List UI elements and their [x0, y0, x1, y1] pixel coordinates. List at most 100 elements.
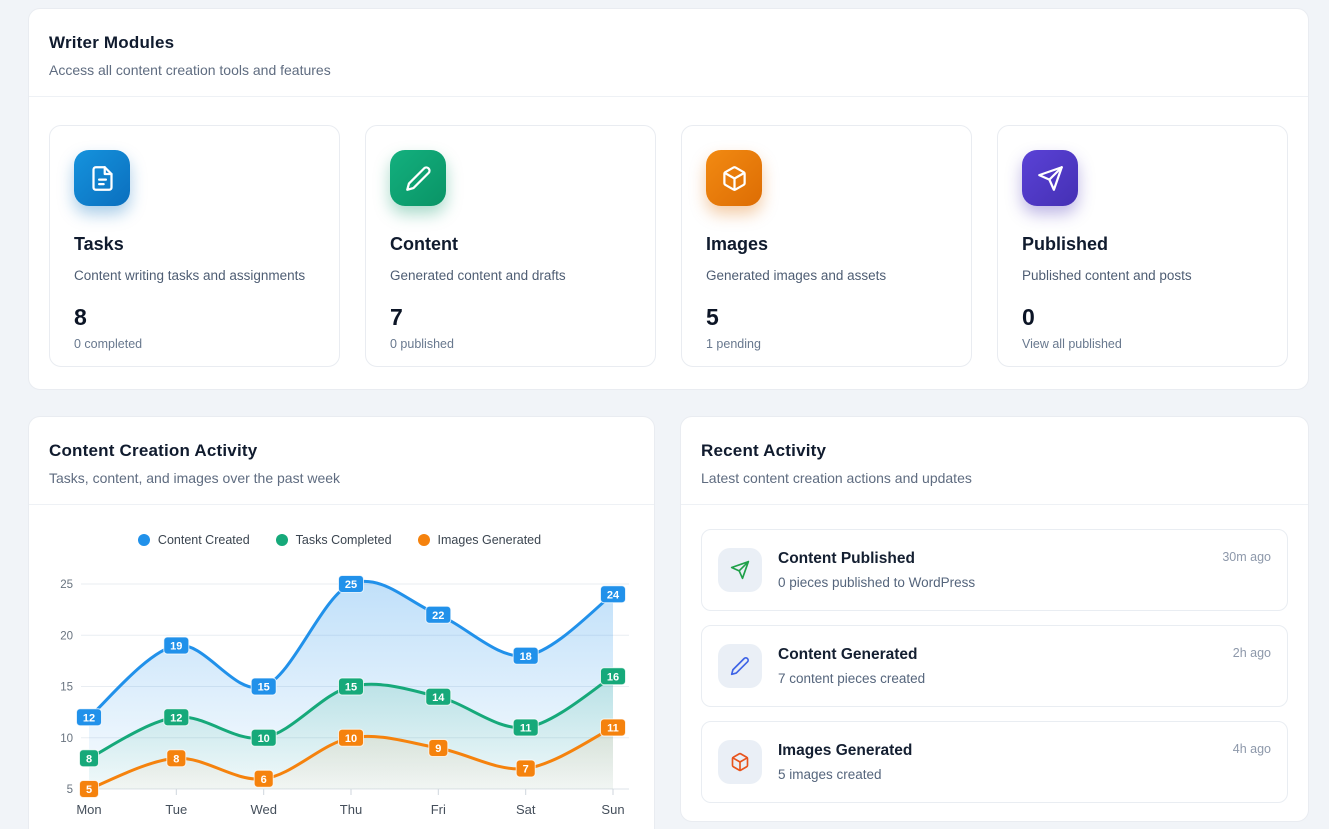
module-count: 0 [1022, 304, 1035, 330]
svg-text:6: 6 [261, 774, 267, 786]
legend-item[interactable]: Images Generated [417, 533, 542, 547]
module-caption: 1 pending [706, 337, 761, 351]
module-card-published[interactable]: Published Published content and posts 0 … [997, 125, 1288, 367]
point-label: 12 [163, 708, 190, 727]
x-tick-label: Sat [516, 802, 536, 817]
module-title: Images [706, 234, 769, 254]
svg-text:8: 8 [86, 753, 92, 765]
activity-item[interactable]: Content Generated 7 content pieces creat… [701, 625, 1288, 707]
writer-modules-header: Writer Modules Access all content creati… [29, 9, 1308, 96]
legend-label: Tasks Completed [295, 533, 392, 547]
module-title: Published [1022, 234, 1109, 254]
point-label: 7 [515, 759, 536, 778]
svg-text:7: 7 [523, 764, 529, 776]
legend-dot [137, 534, 150, 546]
module-count: 8 [74, 304, 87, 330]
legend-label: Images Generated [437, 533, 542, 547]
point-label: 15 [338, 677, 364, 696]
cube-icon [706, 150, 762, 206]
x-tick-label: Wed [250, 802, 277, 817]
activity-timestamp: 4h ago [1232, 742, 1271, 756]
svg-text:22: 22 [432, 610, 444, 622]
svg-text:24: 24 [607, 589, 620, 601]
chart-header: Content Creation Activity Tasks, content… [29, 417, 654, 504]
y-tick-label: 20 [60, 630, 73, 642]
point-label: 5 [79, 780, 99, 798]
svg-text:11: 11 [520, 723, 532, 735]
point-label: 18 [512, 646, 539, 665]
pencil-icon [390, 150, 446, 206]
activity-timestamp: 2h ago [1232, 646, 1271, 660]
activity-description: 0 pieces published to WordPress [778, 575, 976, 590]
module-caption: 0 completed [74, 337, 143, 351]
cube-icon [718, 740, 762, 784]
module-caption: 0 published [390, 337, 454, 351]
y-tick-label: 25 [60, 579, 73, 591]
module-card-images[interactable]: Images Generated images and assets 5 1 p… [681, 125, 972, 367]
legend-item[interactable]: Content Created [137, 533, 250, 547]
bottom-row: Content Creation Activity Tasks, content… [28, 416, 1309, 829]
svg-text:11: 11 [607, 723, 619, 735]
legend-item[interactable]: Tasks Completed [275, 533, 392, 547]
point-label: 8 [79, 749, 99, 768]
activity-title: Images Generated [778, 742, 913, 759]
activity-title: Content Generated [778, 646, 918, 663]
legend-dot [275, 534, 288, 546]
x-tick-label: Sun [601, 802, 624, 817]
svg-text:15: 15 [258, 682, 270, 694]
recent-activity-panel: Recent Activity Latest content creation … [680, 416, 1309, 822]
module-count: 7 [390, 304, 403, 330]
point-label: 22 [425, 605, 452, 624]
activity-line-chart: 5 10 15 20 25 Mon Tue Wed Thu Fri Sat Sun 12 19 15 25 22… [37, 551, 642, 829]
module-title: Content [390, 234, 458, 254]
point-label: 19 [163, 636, 190, 655]
svg-text:12: 12 [83, 712, 95, 724]
module-card-tasks[interactable]: Tasks Content writing tasks and assignme… [49, 125, 340, 367]
send-icon [718, 548, 762, 592]
point-label: 8 [166, 749, 187, 768]
y-tick-label: 15 [60, 682, 73, 694]
activity-title: Content Published [778, 550, 915, 567]
module-description: Content writing tasks and assignments [74, 268, 306, 283]
svg-text:5: 5 [86, 784, 92, 796]
recent-activity-subtitle: Latest content creation actions and upda… [701, 470, 972, 486]
svg-text:8: 8 [173, 753, 179, 765]
svg-text:18: 18 [520, 651, 532, 663]
legend-label: Content Created [157, 533, 250, 547]
svg-text:10: 10 [345, 733, 357, 745]
header-divider [29, 96, 1308, 97]
svg-text:19: 19 [170, 641, 182, 653]
point-label: 11 [600, 718, 626, 737]
send-icon [1022, 150, 1078, 206]
writer-modules-panel: Writer Modules Access all content creati… [28, 8, 1309, 390]
svg-text:14: 14 [432, 692, 445, 704]
x-tick-label: Thu [340, 802, 362, 817]
module-card-content[interactable]: Content Generated content and drafts 7 0… [365, 125, 656, 367]
point-label: 6 [253, 769, 274, 788]
x-tick-label: Mon [76, 802, 101, 817]
activity-item[interactable]: Content Published 0 pieces published to … [701, 529, 1288, 611]
header-divider [29, 504, 654, 505]
point-label: 24 [600, 585, 626, 604]
activity-description: 5 images created [778, 767, 882, 782]
module-caption: View all published [1022, 337, 1122, 351]
module-count: 5 [706, 304, 719, 330]
writer-modules-subtitle: Access all content creation tools and fe… [49, 62, 331, 78]
file-text-icon [74, 150, 130, 206]
legend-dot [417, 534, 430, 546]
module-description: Generated content and drafts [390, 268, 566, 283]
writer-modules-title: Writer Modules [49, 33, 175, 52]
point-label: 10 [250, 728, 277, 747]
chart-legend: Content Created Tasks Completed Images G… [37, 533, 642, 547]
svg-text:15: 15 [345, 682, 357, 694]
point-label: 16 [600, 667, 626, 686]
y-tick-label: 5 [67, 784, 73, 796]
svg-text:25: 25 [345, 579, 357, 591]
svg-text:9: 9 [435, 743, 441, 755]
activity-description: 7 content pieces created [778, 671, 926, 686]
y-tick-label: 10 [60, 733, 73, 745]
activity-item[interactable]: Images Generated 5 images created 4h ago [701, 721, 1288, 803]
chart-body: Content Created Tasks Completed Images G… [29, 505, 654, 829]
content-creation-activity-panel: Content Creation Activity Tasks, content… [28, 416, 655, 829]
